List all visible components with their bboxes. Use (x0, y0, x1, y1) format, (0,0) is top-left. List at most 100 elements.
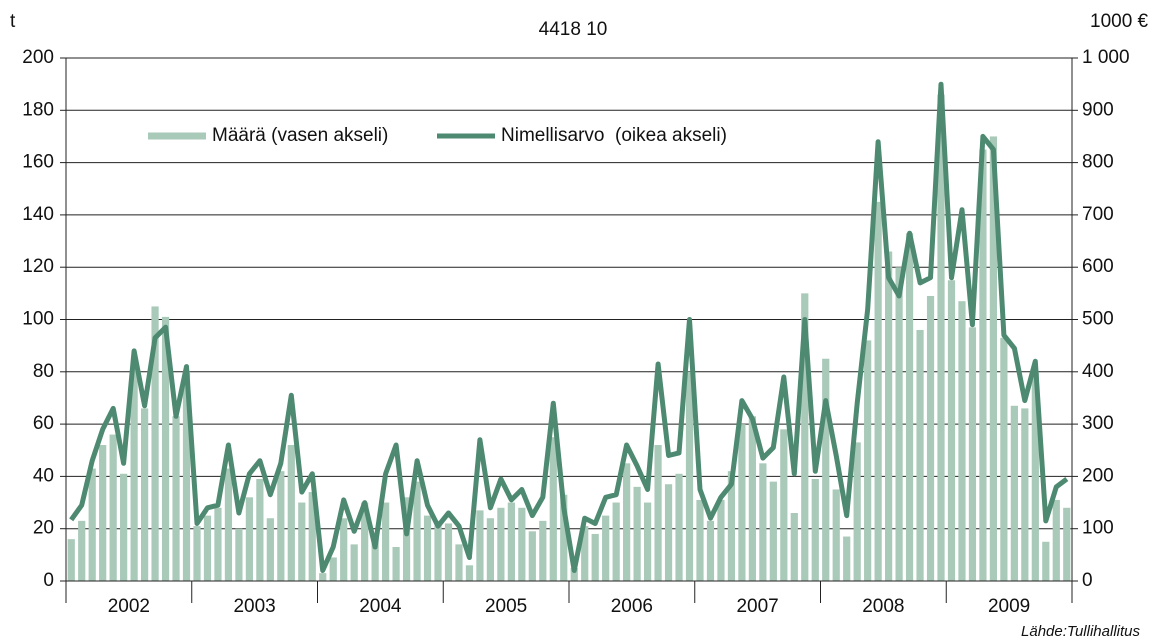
y2-tick-label: 200 (1082, 465, 1114, 486)
y2-tick-label: 600 (1082, 256, 1114, 277)
bar (161, 316, 170, 581)
bar (864, 340, 872, 581)
bar (947, 280, 956, 581)
chart-title: 4418 10 (539, 19, 608, 40)
bar (1042, 541, 1050, 581)
y2-tick-label: 800 (1082, 152, 1114, 173)
bar (224, 468, 233, 581)
bar (465, 565, 474, 581)
line (69, 81, 1069, 573)
y2-tick-label: 0 (1082, 570, 1093, 591)
bar (423, 515, 432, 581)
bar (748, 416, 756, 581)
bar (654, 445, 662, 581)
bar (340, 518, 348, 581)
bar (455, 544, 463, 581)
y2-tick-label: 500 (1082, 309, 1114, 330)
bar (769, 481, 777, 581)
bar (235, 528, 243, 581)
bar (371, 533, 379, 581)
bar (507, 502, 515, 581)
bar (968, 327, 977, 581)
bar (319, 573, 327, 581)
y2-tick-label: 400 (1082, 361, 1114, 382)
bar (1063, 507, 1071, 581)
x-tick-label: 2004 (359, 596, 402, 617)
y-tick-label: 60 (33, 413, 54, 434)
bar (256, 479, 264, 581)
bar (727, 471, 736, 581)
x-tick-label: 2007 (736, 596, 778, 617)
bar (549, 437, 557, 581)
bar (706, 520, 715, 581)
bar (214, 507, 222, 581)
bar (193, 526, 201, 581)
y-tick-label: 100 (22, 309, 54, 330)
y2-tick-label: 1 000 (1082, 47, 1130, 68)
bar (905, 233, 914, 581)
bar (1000, 337, 1008, 581)
bar (99, 445, 107, 581)
y-tick-label: 180 (22, 99, 54, 120)
bar (853, 442, 861, 581)
bar (287, 445, 295, 581)
bar (560, 494, 568, 581)
bar (685, 371, 694, 581)
legend-label: Määrä (vasen akseli) (212, 125, 388, 146)
bar (874, 201, 882, 581)
bar (801, 293, 809, 581)
bar (67, 539, 75, 581)
x-tick-label: 2005 (485, 596, 527, 617)
bar (570, 567, 578, 581)
bar (402, 497, 411, 581)
bar (120, 473, 128, 581)
bar (664, 484, 673, 581)
bar (130, 363, 138, 581)
bar (780, 429, 788, 581)
bar (172, 416, 180, 581)
bar (696, 499, 704, 581)
bar (497, 507, 505, 581)
bar (1021, 408, 1029, 581)
bar (1052, 499, 1060, 581)
bar (140, 408, 149, 581)
bar (266, 518, 274, 581)
x-tick-label: 2003 (233, 596, 275, 617)
bar (308, 492, 316, 581)
bar (885, 251, 893, 581)
bar (926, 295, 935, 581)
x-tick-label: 2009 (988, 596, 1030, 617)
bar (612, 502, 620, 581)
bar (717, 499, 725, 581)
y-tick-label: 200 (22, 47, 54, 68)
bar (539, 520, 547, 581)
bar (182, 371, 191, 581)
y-tick-label: 140 (22, 204, 54, 225)
bar (643, 502, 652, 581)
bar (350, 544, 358, 581)
bar (759, 463, 767, 581)
legend-label: Nimellisarvo (oikea akseli) (501, 125, 727, 146)
bar (392, 547, 400, 581)
bar (843, 536, 851, 581)
x-tick-label: 2008 (862, 596, 904, 617)
bar (1031, 371, 1039, 581)
bar (486, 518, 495, 581)
y-tick-label: 120 (22, 256, 54, 277)
y-axis-label: t (10, 11, 16, 32)
y-tick-label: 160 (22, 152, 54, 173)
y-tick-label: 20 (33, 518, 54, 539)
bar (602, 515, 610, 581)
bar (109, 434, 117, 581)
bar (811, 479, 819, 581)
y-tick-label: 80 (33, 361, 54, 382)
x-tick-label: 2006 (611, 596, 653, 617)
bar (979, 149, 987, 581)
bar (989, 136, 998, 581)
bar (633, 486, 641, 581)
bar (329, 557, 337, 581)
source-note: Lähde:Tullihallitus (1021, 623, 1140, 640)
y2-tick-label: 300 (1082, 413, 1114, 434)
